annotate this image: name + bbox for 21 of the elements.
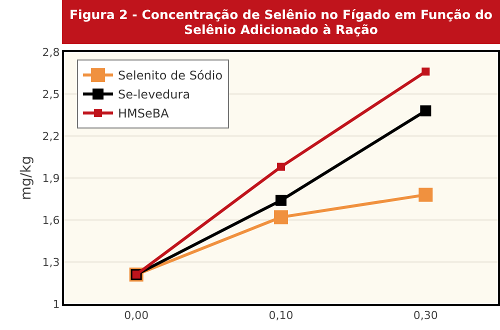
point (276, 194, 286, 206)
y-axis-title: mg/kg (18, 156, 34, 200)
point (422, 68, 430, 76)
y-tick-label: 2,5 (42, 88, 60, 101)
legend-label: Se-levedura (118, 88, 190, 102)
x-tick-label: 0,30 (413, 309, 438, 322)
point (418, 188, 433, 202)
x-tick-label: 0,00 (124, 309, 149, 322)
chart-title: Figura 2 - Concentração de Selênio no Fígado em Função do Selênio Adicionado à Ração (62, 0, 500, 44)
y-tick-label: 1,6 (42, 214, 60, 227)
y-tick-label: 2,2 (42, 130, 60, 143)
y-tick-label: 1,3 (42, 256, 60, 269)
point (420, 105, 432, 116)
legend-label: HMSeBA (118, 106, 170, 121)
x-tick-label: 0,10 (268, 309, 294, 322)
point (274, 210, 288, 224)
y-tick-label: 1,9 (42, 172, 60, 185)
y-tick-label: 1 (52, 298, 60, 311)
y-tick-label: 2,8 (42, 46, 60, 59)
legend-label: Selenito de Sódio (118, 68, 223, 83)
point (277, 162, 285, 171)
